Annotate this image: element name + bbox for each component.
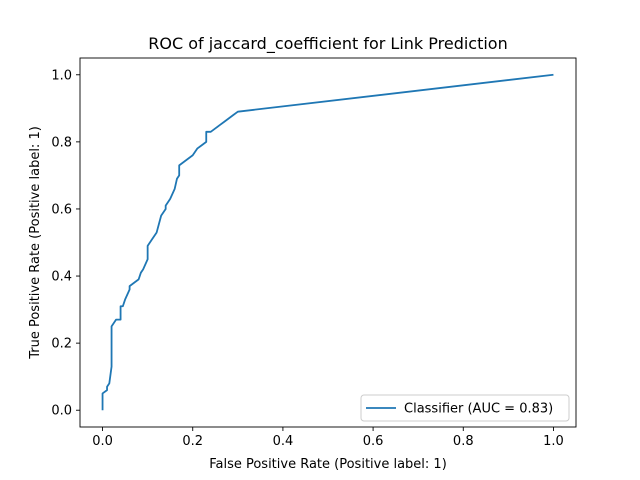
y-axis-label: True Positive Rate (Positive label: 1) — [28, 126, 43, 360]
y-tick-label: 0.2 — [51, 337, 72, 352]
y-tick-label: 0.8 — [51, 135, 72, 150]
y-tick-label: 0.6 — [51, 202, 72, 217]
x-tick-label: 0.0 — [92, 434, 113, 449]
x-tick-label: 0.2 — [182, 434, 203, 449]
legend-box — [360, 394, 570, 422]
roc-curve-line — [101, 73, 554, 411]
y-axis-ticks: 0.0 0.2 0.4 0.6 0.8 1.0 — [51, 68, 80, 419]
chart-title: ROC of jaccard_coefficient for Link Pred… — [148, 34, 507, 54]
legend-entry-label: Classifier (AUC = 0.83) — [404, 402, 553, 417]
x-axis-label: False Positive Rate (Positive label: 1) — [209, 457, 447, 472]
x-tick-label: 1.0 — [543, 434, 564, 449]
y-tick-label: 0.4 — [51, 270, 72, 285]
x-tick-label: 0.4 — [273, 434, 294, 449]
plot-frame — [79, 57, 577, 428]
y-tick-label: 1.0 — [51, 68, 72, 83]
y-tick-label: 0.0 — [51, 404, 72, 419]
legend: Classifier (AUC = 0.83) — [360, 394, 570, 422]
x-tick-label: 0.8 — [453, 434, 474, 449]
x-axis-ticks: 0.0 0.2 0.4 0.6 0.8 1.0 — [92, 427, 564, 449]
x-tick-label: 0.6 — [363, 434, 384, 449]
